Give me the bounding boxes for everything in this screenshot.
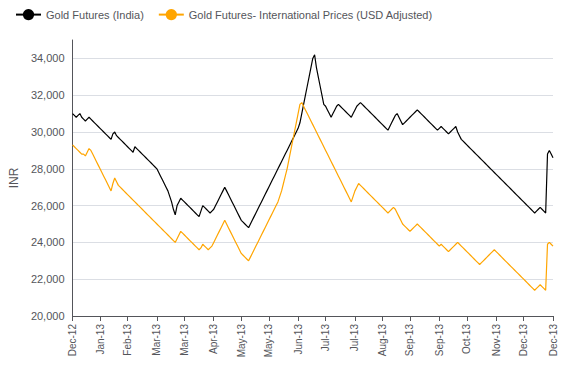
svg-text:32,000: 32,000 <box>31 89 65 101</box>
svg-text:28,000: 28,000 <box>31 163 65 175</box>
svg-text:Jul-13: Jul-13 <box>320 324 331 352</box>
svg-text:May-13: May-13 <box>236 324 247 358</box>
svg-text:Mar-13: Mar-13 <box>151 324 162 356</box>
svg-text:34,000: 34,000 <box>31 52 65 64</box>
svg-text:Sep-13: Sep-13 <box>434 324 445 357</box>
svg-text:Oct-13: Oct-13 <box>461 324 472 354</box>
svg-text:Mar-13: Mar-13 <box>179 324 190 356</box>
svg-text:Nov-13: Nov-13 <box>491 324 502 357</box>
svg-text:24,000: 24,000 <box>31 236 65 248</box>
svg-text:30,000: 30,000 <box>31 126 65 138</box>
svg-text:Jun-13: Jun-13 <box>293 324 304 355</box>
svg-text:INR: INR <box>7 167 21 188</box>
svg-text:Jul-13: Jul-13 <box>349 324 360 352</box>
svg-text:26,000: 26,000 <box>31 200 65 212</box>
svg-text:Dec-12: Dec-12 <box>67 324 78 357</box>
svg-text:Gold Futures (India): Gold Futures (India) <box>46 9 144 21</box>
svg-text:Gold Futures- International Pr: Gold Futures- International Prices (USD … <box>189 9 432 21</box>
svg-text:Feb-13: Feb-13 <box>122 324 133 356</box>
svg-text:Dec-13: Dec-13 <box>518 324 529 357</box>
svg-text:Aug-13: Aug-13 <box>377 324 388 357</box>
svg-text:Jan-13: Jan-13 <box>95 324 106 355</box>
svg-text:May-13: May-13 <box>263 324 274 358</box>
svg-text:22,000: 22,000 <box>31 273 65 285</box>
svg-text:Dec-13: Dec-13 <box>548 324 559 357</box>
svg-text:20,000: 20,000 <box>31 310 65 322</box>
svg-text:Sep-13: Sep-13 <box>404 324 415 357</box>
svg-text:Apr-13: Apr-13 <box>208 324 219 354</box>
